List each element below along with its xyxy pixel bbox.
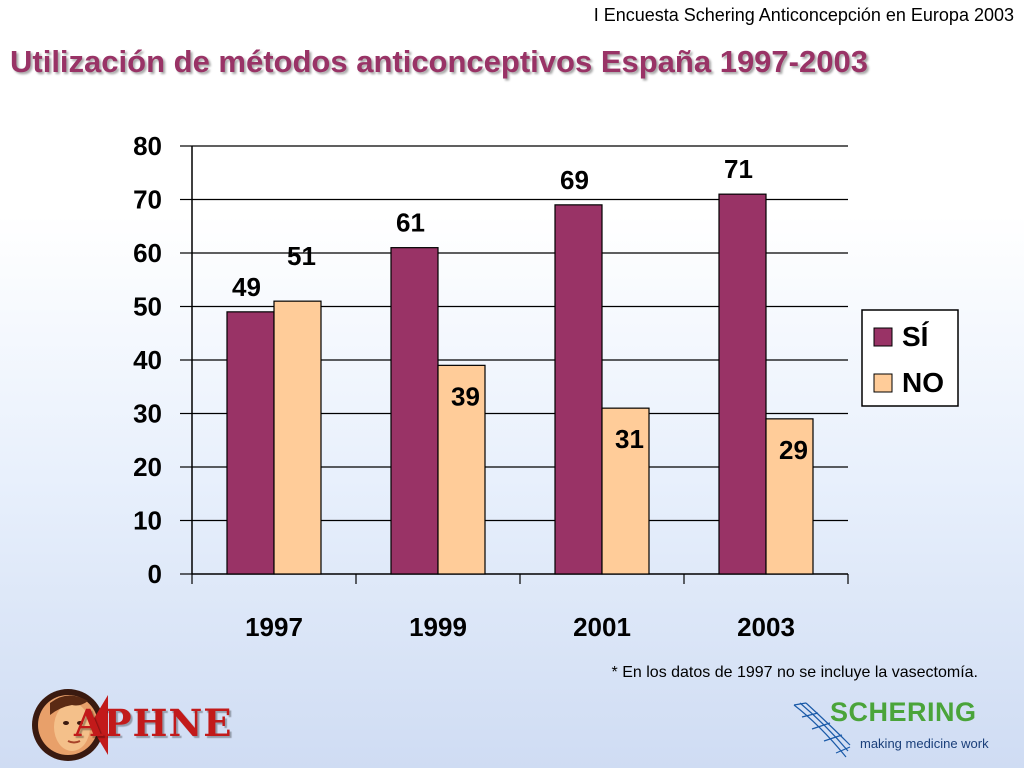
daphne-logo-text: APHNE	[74, 701, 233, 745]
y-tick-label: 30	[133, 399, 162, 429]
legend-label: NO	[902, 367, 944, 398]
bar-s-1997	[226, 311, 275, 575]
bar-s-2001	[554, 204, 603, 575]
schering-logo-tagline: making medicine work	[860, 736, 989, 751]
legend: SÍ NO	[861, 309, 959, 407]
bar-chart: 0 10 20 30 40 50 60 70 80 1997 1999 2001 2003 49 61 69…	[133, 131, 959, 642]
y-tick-label: 10	[133, 506, 162, 536]
schering-logo-icon	[793, 702, 851, 758]
bar-no-1999	[437, 364, 486, 575]
data-label: 29	[779, 435, 808, 465]
x-tick-label: 2003	[737, 612, 795, 642]
data-label: 51	[287, 241, 316, 271]
y-tick-label: 20	[133, 452, 162, 482]
x-tick-label: 1997	[245, 612, 303, 642]
bar-no-1997	[273, 300, 322, 575]
data-label: 49	[232, 272, 261, 302]
data-label: 61	[396, 208, 425, 238]
y-tick-label: 0	[148, 559, 162, 589]
axes: 0 10 20 30 40 50 60 70 80 1997 1999 2001 2003	[133, 131, 849, 642]
bars	[226, 193, 814, 575]
footnote: * En los datos de 1997 no se incluye la …	[611, 664, 978, 681]
data-labels: 49 61 69 71 51 39 31 29	[232, 154, 808, 465]
data-label: 69	[560, 165, 589, 195]
legend-swatch	[873, 373, 893, 393]
legend-label: SÍ	[902, 321, 930, 352]
bar-no-2001	[601, 407, 650, 575]
legend-swatch	[873, 327, 893, 347]
y-tick-label: 50	[133, 292, 162, 322]
survey-caption: I Encuesta Schering Anticoncepción en Eu…	[593, 5, 1014, 25]
daphne-logo-icon	[32, 689, 108, 761]
data-label: 31	[615, 424, 644, 454]
y-tick-label: 60	[133, 238, 162, 268]
x-tick-label: 2001	[573, 612, 631, 642]
y-tick-label: 40	[133, 345, 162, 375]
bar-s-2003	[718, 193, 767, 575]
schering-logo-name: SCHERING	[830, 697, 977, 727]
bar-no-2003	[765, 418, 814, 575]
x-tick-label: 1999	[409, 612, 467, 642]
data-label: 39	[451, 381, 480, 411]
slide-title: Utilización de métodos anticonceptivos E…	[10, 44, 868, 79]
bar-s-1999	[390, 247, 439, 575]
y-tick-label: 80	[133, 131, 162, 161]
y-tick-label: 70	[133, 185, 162, 215]
data-label: 71	[724, 154, 753, 184]
